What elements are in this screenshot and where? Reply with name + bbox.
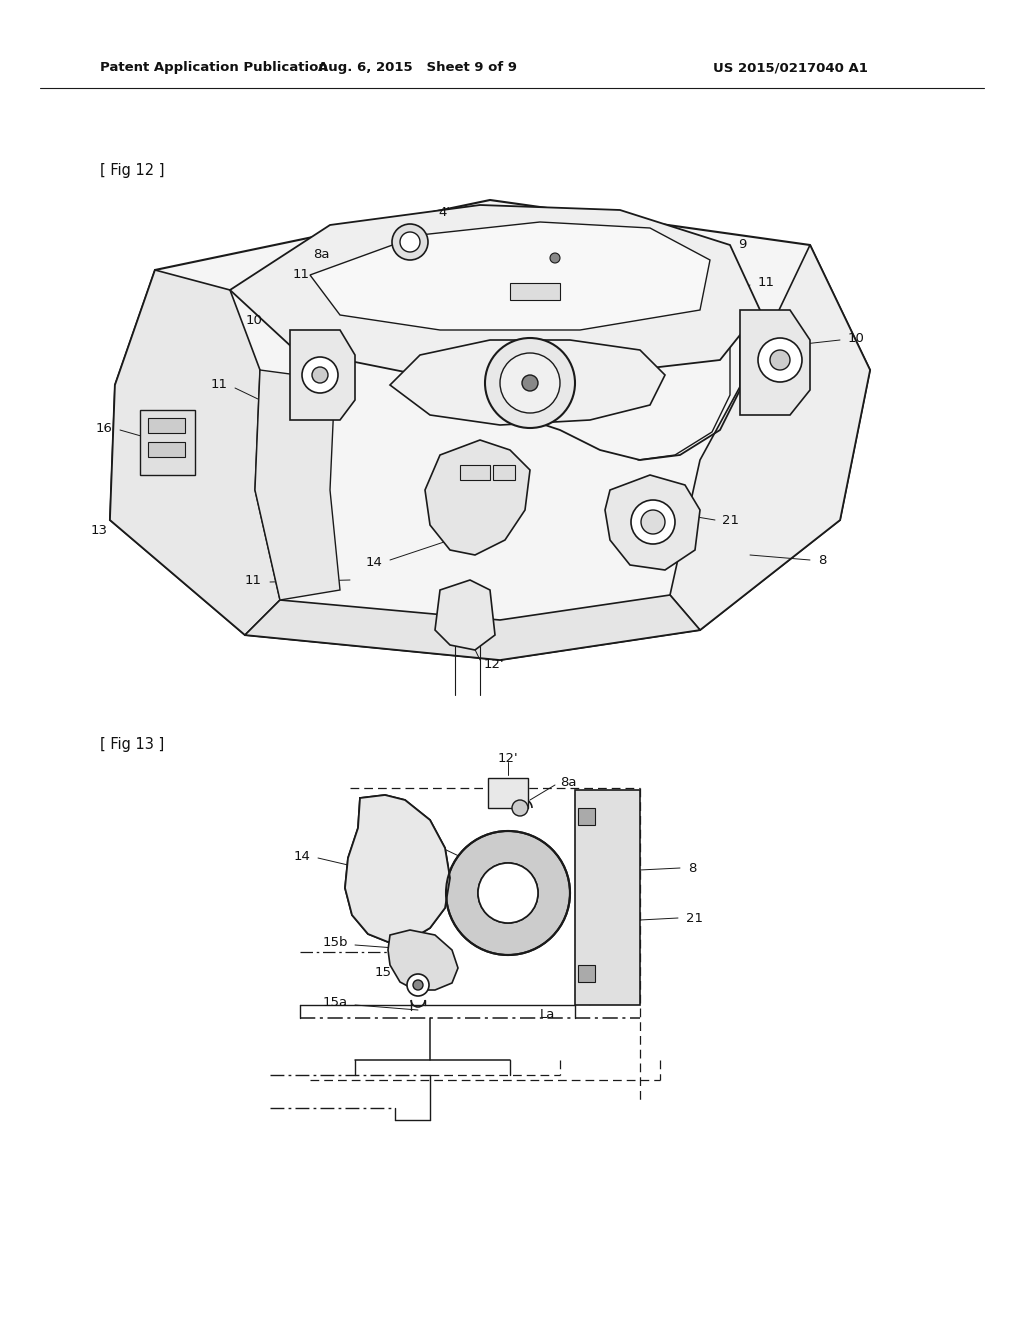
Circle shape bbox=[478, 863, 538, 923]
Polygon shape bbox=[140, 411, 195, 475]
Circle shape bbox=[312, 367, 328, 383]
Text: La: La bbox=[540, 1007, 555, 1020]
Text: 15b: 15b bbox=[323, 936, 348, 949]
Text: 12': 12' bbox=[498, 751, 518, 764]
Circle shape bbox=[392, 224, 428, 260]
Text: 11: 11 bbox=[293, 268, 310, 281]
Circle shape bbox=[500, 352, 560, 413]
Text: 11: 11 bbox=[245, 573, 262, 586]
Circle shape bbox=[758, 338, 802, 381]
Polygon shape bbox=[310, 222, 710, 330]
Polygon shape bbox=[110, 201, 870, 660]
Polygon shape bbox=[388, 931, 458, 990]
Polygon shape bbox=[425, 440, 530, 554]
Circle shape bbox=[446, 832, 570, 954]
Text: 11: 11 bbox=[758, 276, 775, 289]
Text: 4': 4' bbox=[438, 206, 450, 219]
Polygon shape bbox=[670, 246, 870, 630]
Circle shape bbox=[407, 974, 429, 997]
Polygon shape bbox=[255, 370, 340, 601]
Circle shape bbox=[478, 863, 538, 923]
Polygon shape bbox=[510, 282, 560, 300]
Text: 13: 13 bbox=[91, 524, 108, 536]
Polygon shape bbox=[605, 475, 700, 570]
Circle shape bbox=[522, 375, 538, 391]
Text: 8: 8 bbox=[688, 862, 696, 874]
Text: 15a: 15a bbox=[323, 997, 348, 1010]
Polygon shape bbox=[148, 418, 185, 433]
Text: Aug. 6, 2015   Sheet 9 of 9: Aug. 6, 2015 Sheet 9 of 9 bbox=[318, 62, 517, 74]
Polygon shape bbox=[578, 965, 595, 982]
Text: 8: 8 bbox=[818, 553, 826, 566]
Polygon shape bbox=[345, 795, 450, 942]
Polygon shape bbox=[435, 579, 495, 649]
Polygon shape bbox=[110, 271, 280, 635]
Text: 12': 12' bbox=[484, 659, 505, 672]
Polygon shape bbox=[740, 310, 810, 414]
Circle shape bbox=[770, 350, 790, 370]
Circle shape bbox=[400, 232, 420, 252]
Polygon shape bbox=[493, 465, 515, 480]
Polygon shape bbox=[148, 442, 185, 457]
Circle shape bbox=[641, 510, 665, 535]
Text: 21: 21 bbox=[722, 513, 739, 527]
Text: 1a: 1a bbox=[419, 840, 435, 853]
Text: 11: 11 bbox=[211, 378, 228, 391]
Polygon shape bbox=[488, 777, 528, 808]
Text: 15: 15 bbox=[375, 966, 392, 979]
Circle shape bbox=[302, 356, 338, 393]
Circle shape bbox=[631, 500, 675, 544]
Circle shape bbox=[550, 253, 560, 263]
Text: 8a: 8a bbox=[560, 776, 577, 789]
Polygon shape bbox=[578, 808, 595, 825]
Text: 10: 10 bbox=[245, 314, 262, 327]
Text: [ Fig 12 ]: [ Fig 12 ] bbox=[100, 162, 165, 177]
Text: 10: 10 bbox=[848, 331, 865, 345]
Text: 8a: 8a bbox=[313, 248, 330, 260]
Circle shape bbox=[413, 979, 423, 990]
Polygon shape bbox=[460, 465, 490, 480]
Text: 16: 16 bbox=[95, 421, 112, 434]
Polygon shape bbox=[575, 789, 640, 1005]
Text: US 2015/0217040 A1: US 2015/0217040 A1 bbox=[713, 62, 867, 74]
Text: 14: 14 bbox=[366, 556, 382, 569]
Text: 9: 9 bbox=[738, 239, 746, 252]
Polygon shape bbox=[230, 205, 760, 375]
Text: [ Fig 13 ]: [ Fig 13 ] bbox=[100, 738, 164, 752]
Polygon shape bbox=[245, 595, 700, 660]
Polygon shape bbox=[390, 341, 665, 425]
Text: 14: 14 bbox=[293, 850, 310, 862]
Circle shape bbox=[485, 338, 575, 428]
Polygon shape bbox=[290, 330, 355, 420]
Circle shape bbox=[512, 800, 528, 816]
Text: Patent Application Publication: Patent Application Publication bbox=[100, 62, 328, 74]
Text: 21: 21 bbox=[686, 912, 703, 924]
